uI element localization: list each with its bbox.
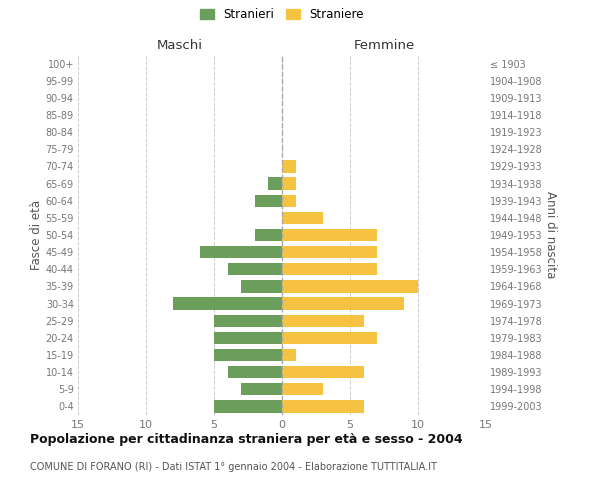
Bar <box>241 280 282 292</box>
Bar <box>282 229 377 241</box>
Text: Maschi: Maschi <box>157 40 203 52</box>
Bar <box>214 314 282 327</box>
Bar <box>282 160 296 172</box>
Bar <box>214 332 282 344</box>
Bar <box>282 349 296 361</box>
Bar <box>282 298 404 310</box>
Text: Femmine: Femmine <box>353 40 415 52</box>
Bar <box>214 400 282 412</box>
Y-axis label: Anni di nascita: Anni di nascita <box>544 192 557 278</box>
Bar <box>282 332 377 344</box>
Legend: Stranieri, Straniere: Stranieri, Straniere <box>197 6 367 24</box>
Bar <box>214 349 282 361</box>
Bar <box>282 383 323 396</box>
Bar <box>282 314 364 327</box>
Bar <box>282 178 296 190</box>
Text: Popolazione per cittadinanza straniera per età e sesso - 2004: Popolazione per cittadinanza straniera p… <box>30 432 463 446</box>
Bar <box>173 298 282 310</box>
Bar <box>282 246 377 258</box>
Bar <box>282 263 377 276</box>
Bar <box>282 400 364 412</box>
Bar <box>268 178 282 190</box>
Bar <box>227 263 282 276</box>
Bar <box>282 280 418 292</box>
Bar <box>255 194 282 207</box>
Bar <box>200 246 282 258</box>
Text: COMUNE DI FORANO (RI) - Dati ISTAT 1° gennaio 2004 - Elaborazione TUTTITALIA.IT: COMUNE DI FORANO (RI) - Dati ISTAT 1° ge… <box>30 462 437 472</box>
Bar <box>282 366 364 378</box>
Bar <box>227 366 282 378</box>
Y-axis label: Fasce di età: Fasce di età <box>29 200 43 270</box>
Bar <box>255 229 282 241</box>
Bar <box>282 212 323 224</box>
Bar <box>282 194 296 207</box>
Bar <box>241 383 282 396</box>
